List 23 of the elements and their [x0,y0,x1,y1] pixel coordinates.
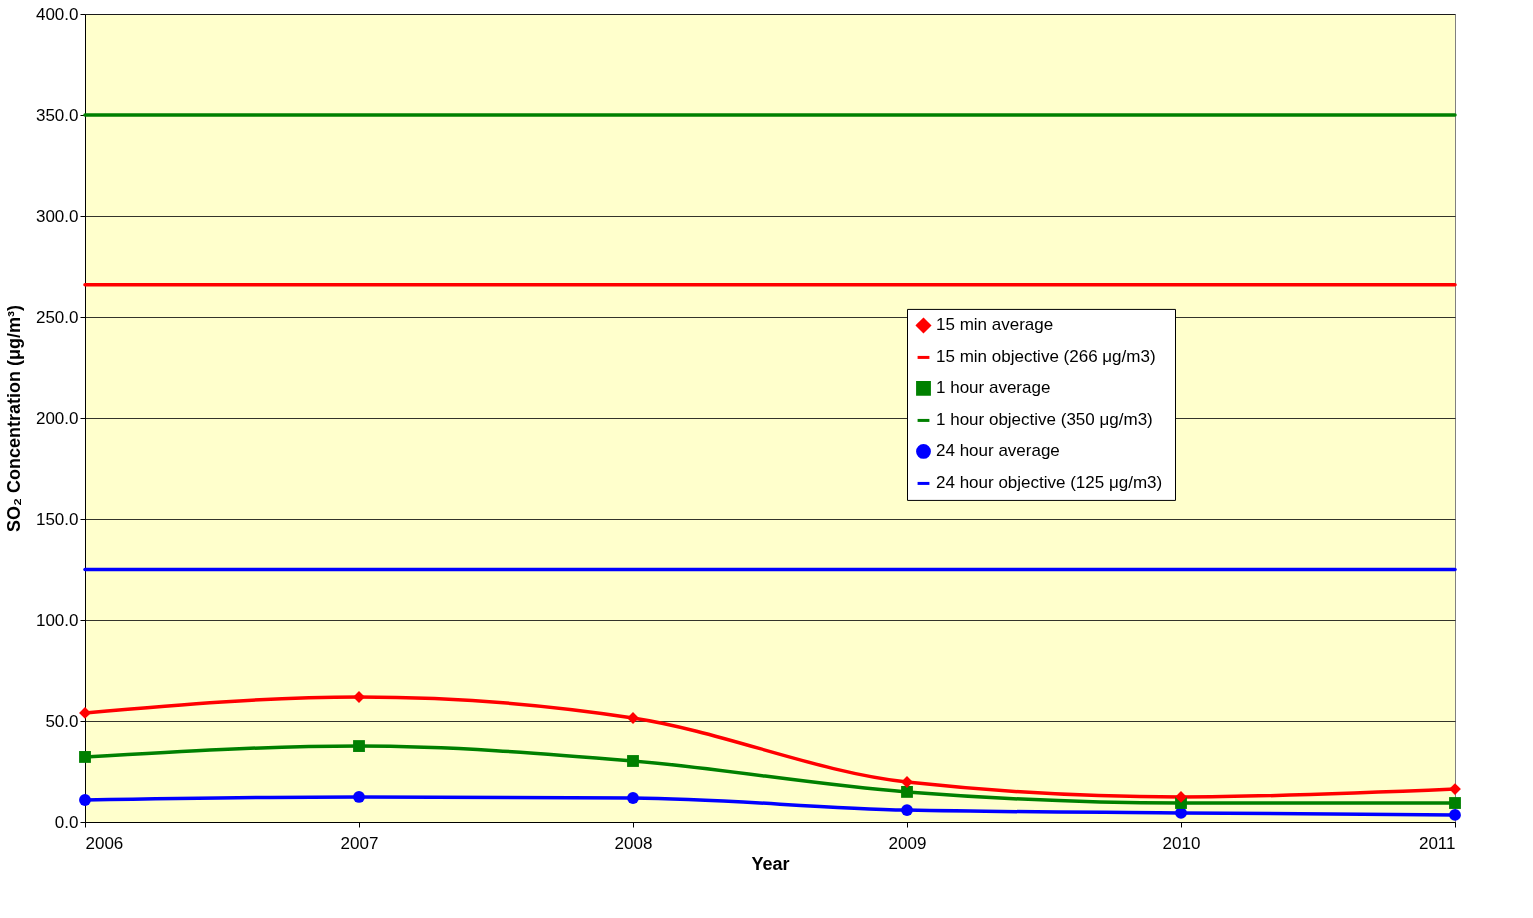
legend-label: 15 min average [936,315,1054,335]
y-tick-label: 100.0 [35,610,79,630]
y-axis-title: SO₂ Concentration (μg/m³) [3,304,24,533]
y-tick-label: 300.0 [35,206,79,226]
x-tick-label: 2008 [614,833,653,853]
x-tick-label: 2011 [1418,833,1456,853]
legend-label: 24 hour objective (125 μg/m3) [936,473,1163,493]
x-tick-label: 2007 [340,833,379,853]
x-tick-label: 2006 [85,833,124,853]
x-tick-label: 2009 [888,833,927,853]
legend-label: 15 min objective (266 μg/m3) [936,347,1156,367]
y-tick-label: 350.0 [35,105,79,125]
y-tick-label: 50.0 [45,711,79,731]
legend-label: 1 hour average [936,378,1051,398]
x-axis-title: Year [751,853,790,874]
y-tick-label: 0.0 [54,812,79,832]
y-tick-label: 200.0 [35,408,79,428]
x-tick-label: 2010 [1162,833,1201,853]
y-tick-label: 400.0 [35,4,79,24]
legend-label: 1 hour objective (350 μg/m3) [936,410,1153,430]
y-tick-label: 250.0 [35,307,79,327]
y-tick-label: 150.0 [35,509,79,529]
legend-label: 24 hour average [936,441,1060,461]
